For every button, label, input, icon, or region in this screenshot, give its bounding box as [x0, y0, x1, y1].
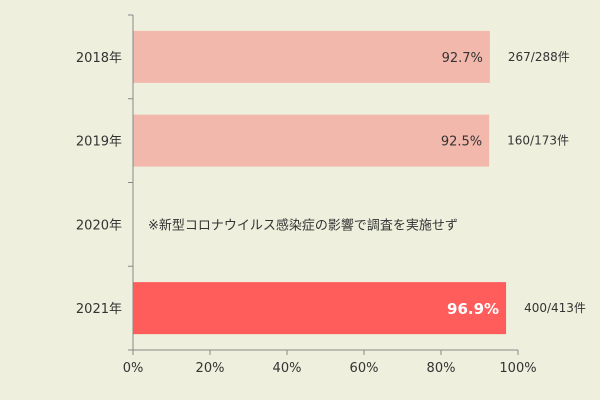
bars-group	[133, 30, 507, 335]
x-tick-label: 60%	[350, 361, 379, 376]
count-label: 160/173件	[507, 134, 569, 148]
count-label: 400/413件	[524, 301, 586, 315]
bar	[133, 282, 507, 335]
data-label: 92.5%	[441, 135, 482, 150]
bar	[133, 30, 490, 83]
bar	[133, 114, 490, 167]
data-label: 92.7%	[442, 51, 483, 66]
category-label: 2021年	[76, 302, 122, 317]
x-tick-label: 40%	[273, 361, 302, 376]
x-tick-label: 100%	[499, 361, 536, 376]
data-label: 96.9%	[447, 300, 499, 318]
category-label: 2019年	[76, 135, 122, 150]
labels-group: 2018年 92.7% 267/288件 2019年 92.5% 160/173件 2020…	[76, 50, 586, 376]
x-tick-label: 80%	[427, 361, 456, 376]
x-tick-label: 0%	[123, 361, 144, 376]
axes-group	[128, 14, 519, 355]
x-tick-label: 20%	[196, 361, 225, 376]
category-label: 2020年	[76, 218, 122, 233]
count-label: 267/288件	[508, 50, 570, 64]
missing-data-note: ※新型コロナウイルス感染症の影響で調査を実施せず	[148, 217, 458, 233]
category-label: 2018年	[76, 51, 122, 66]
